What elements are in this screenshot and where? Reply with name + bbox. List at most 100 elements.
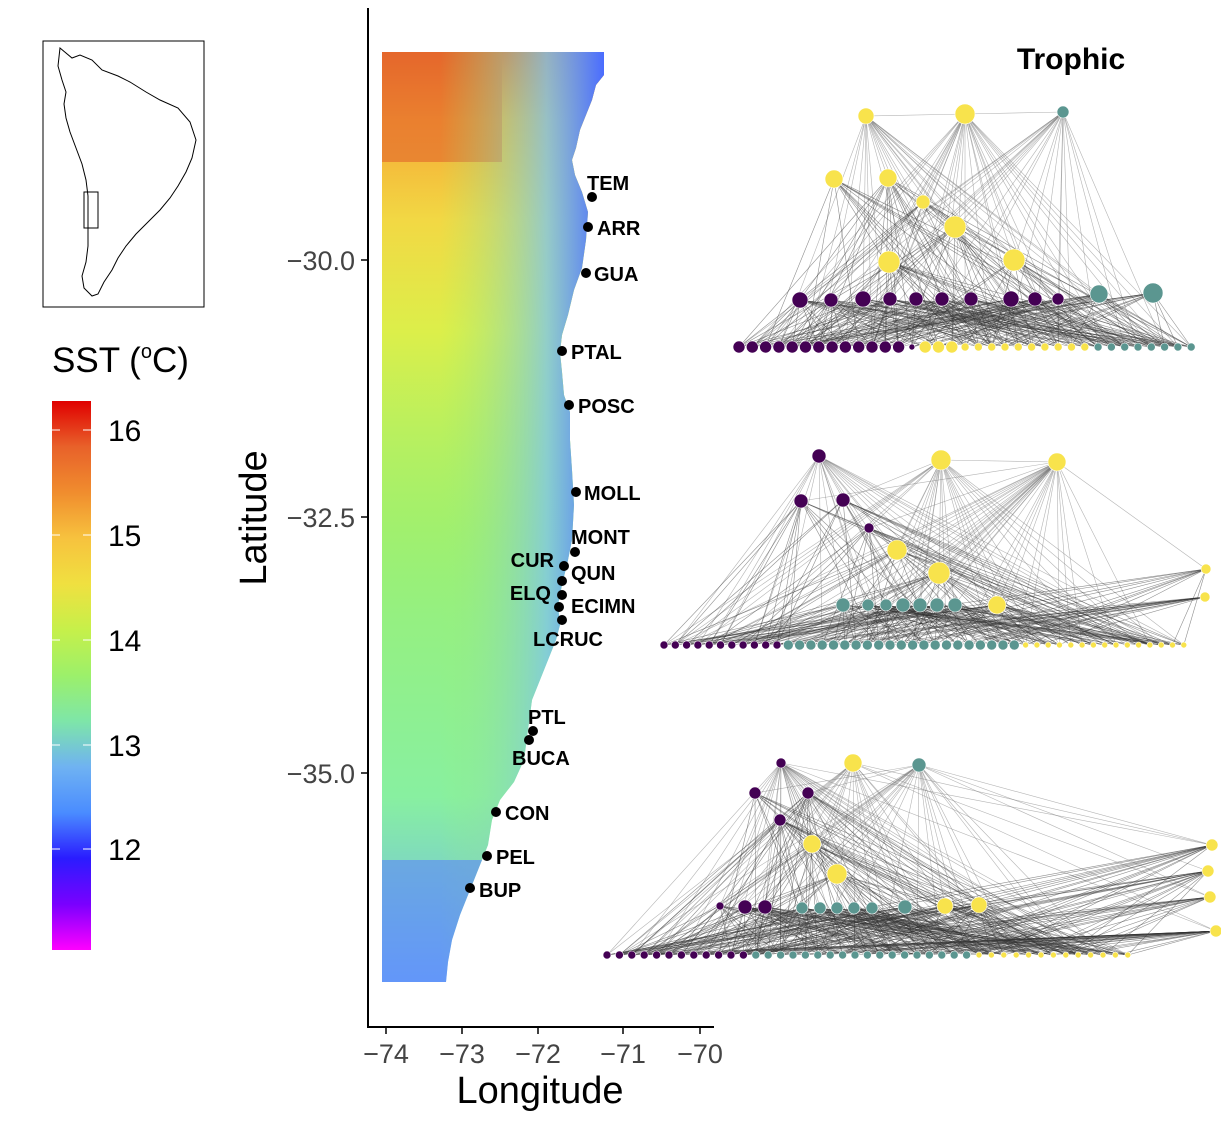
network-node (751, 950, 761, 960)
network-node (1000, 342, 1010, 352)
network-node (748, 786, 762, 800)
network-node (802, 834, 822, 854)
network-node (1200, 563, 1212, 575)
network-node (615, 950, 624, 960)
network-node (1050, 951, 1057, 959)
network-bottom (602, 753, 1221, 960)
network-node (1037, 951, 1045, 959)
x-tick-label: −71 (600, 1039, 646, 1069)
network-node (895, 639, 907, 651)
network-node (1146, 641, 1154, 649)
network-node (895, 597, 911, 613)
network-node (887, 950, 897, 960)
network-node (852, 340, 866, 354)
x-tick-label: −74 (363, 1039, 409, 1069)
x-axis-ticks: −74 −73 −72 −71 −70 (363, 1027, 723, 1069)
network-node (1062, 951, 1070, 959)
network-top (732, 103, 1196, 354)
network-node (963, 291, 979, 307)
y-tick-label: −30.0 (287, 246, 355, 276)
network-node (911, 757, 927, 773)
site-dot (465, 883, 475, 893)
site-dot (557, 576, 567, 586)
legend-ticks: 16 15 14 13 12 (52, 415, 141, 867)
network-node (1000, 951, 1008, 959)
site-label: ECIMN (571, 596, 635, 618)
network-node (882, 291, 898, 307)
network-node (739, 950, 748, 960)
network-node (830, 901, 844, 915)
network-node (930, 449, 952, 471)
network-node (1135, 641, 1142, 649)
site-dot (571, 487, 581, 497)
network-node (843, 753, 863, 773)
network-node (1067, 342, 1076, 352)
y-tick-label: −32.5 (287, 503, 355, 533)
network-node (863, 950, 872, 960)
network-node (757, 899, 773, 915)
y-axis-ticks: −30.0 −32.5 −35.0 (287, 246, 368, 789)
network-nodes (732, 103, 1196, 354)
site-label: POSC (578, 396, 635, 418)
site-dot (581, 268, 591, 278)
network-node (1160, 342, 1169, 352)
network-node (664, 950, 674, 960)
network-node (873, 639, 885, 651)
network-node (682, 640, 691, 650)
network-node (759, 340, 772, 354)
network-node (1053, 342, 1063, 352)
network-node (878, 340, 892, 354)
network-node (1203, 890, 1217, 904)
network-node (1012, 951, 1020, 959)
network-node (737, 899, 753, 915)
network-node (850, 950, 860, 960)
network-node (839, 639, 851, 651)
network-node (918, 340, 932, 354)
network-node (1142, 282, 1164, 304)
network-node (925, 950, 934, 960)
network-node (1067, 641, 1075, 649)
network-node (854, 290, 872, 308)
network-node (816, 639, 828, 651)
site-dot (557, 615, 567, 625)
network-node (773, 813, 787, 827)
network-node (908, 291, 924, 307)
network-node (813, 950, 823, 960)
network-node (823, 292, 839, 308)
network-node (975, 639, 986, 651)
inset-map (42, 40, 205, 308)
site-dot (557, 346, 567, 356)
network-node (970, 896, 988, 914)
site-label: PEL (496, 847, 535, 869)
network-node (1025, 951, 1032, 959)
network-node (745, 340, 759, 354)
network-node (943, 215, 967, 239)
site-dot (559, 561, 569, 571)
network-node (811, 448, 827, 464)
network-node (1101, 641, 1108, 649)
network-node (788, 950, 798, 960)
network-node (1033, 641, 1041, 649)
network-node (986, 639, 998, 651)
site-dot (491, 807, 501, 817)
network-node (799, 340, 812, 354)
network-node (795, 901, 809, 915)
network-node (1147, 342, 1156, 352)
network-node (1112, 951, 1119, 959)
network-node (1022, 641, 1029, 649)
site-label: PTL (528, 707, 566, 729)
network-node (689, 950, 699, 960)
network-node (879, 598, 893, 612)
network-node (1180, 641, 1188, 649)
network-node (892, 340, 905, 354)
network-nodes (659, 448, 1212, 651)
network-node (987, 342, 997, 352)
network-node (825, 950, 835, 960)
network-node (1040, 342, 1050, 352)
network-node (1080, 342, 1090, 352)
site-label: LCRUC (533, 629, 603, 651)
trophic-networks: Trophic (602, 43, 1221, 960)
network-node (775, 757, 787, 769)
site-label: BUCA (512, 748, 570, 770)
